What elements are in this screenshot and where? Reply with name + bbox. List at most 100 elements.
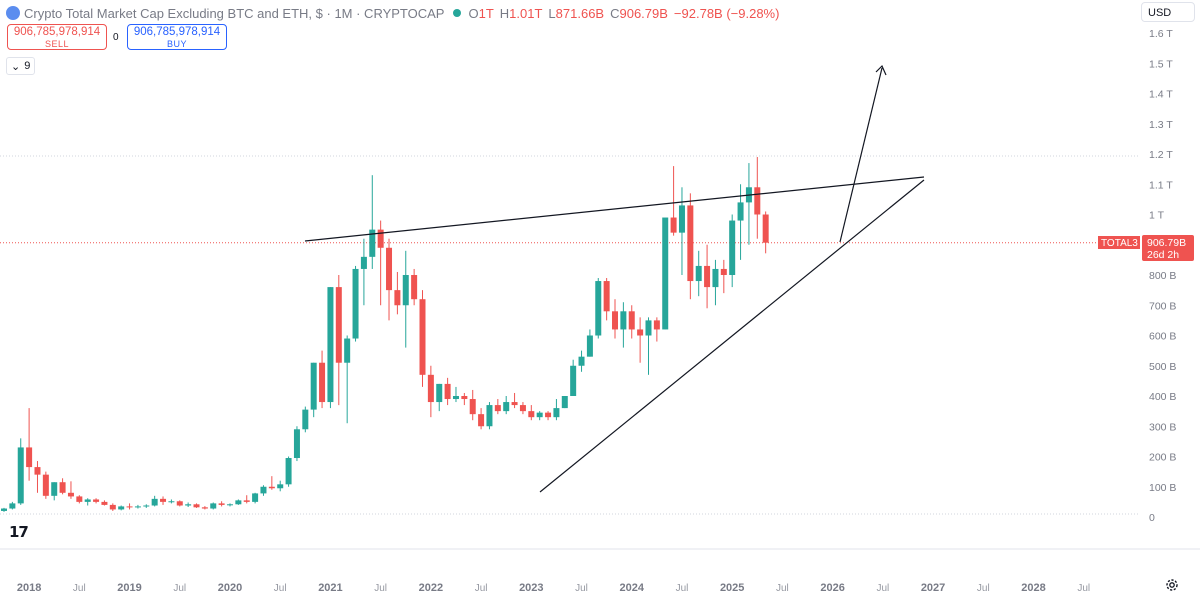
ohlc-values: O 1T H 1.01T L 871.66B C 906.79B −92.78B (−9… bbox=[468, 6, 779, 21]
candle-body bbox=[712, 268, 719, 288]
time-tick-label: 2018 bbox=[17, 582, 41, 594]
time-tick-label: 2028 bbox=[1021, 582, 1045, 594]
candle-body bbox=[17, 447, 24, 504]
candle-body bbox=[210, 503, 217, 509]
high-value: 1.01T bbox=[509, 5, 543, 21]
candle-body bbox=[118, 506, 125, 510]
low-label: L bbox=[548, 5, 556, 21]
candle-body bbox=[109, 504, 116, 510]
price-tick-label: 600 B bbox=[1149, 331, 1176, 343]
chart-legend: Crypto Total Market Cap Excluding BTC an… bbox=[6, 4, 779, 22]
drawing-layer[interactable] bbox=[304, 64, 925, 493]
candle-body bbox=[67, 492, 74, 497]
candle-body bbox=[151, 498, 158, 506]
candle-body bbox=[302, 409, 309, 430]
gear-icon[interactable] bbox=[1164, 577, 1180, 593]
symbol-tag-bg bbox=[1098, 236, 1140, 249]
candle-body bbox=[201, 507, 208, 509]
sell-price: 906,785,978,914 bbox=[13, 26, 101, 38]
price-tick-label: 1.5 T bbox=[1149, 58, 1173, 70]
candle-body bbox=[737, 202, 744, 221]
candle-body bbox=[603, 281, 610, 312]
candle-body bbox=[134, 506, 141, 508]
resistance-trendline[interactable] bbox=[304, 176, 925, 242]
symbol-title[interactable]: Crypto Total Market Cap Excluding BTC an… bbox=[24, 5, 445, 21]
candle-body bbox=[511, 402, 518, 406]
time-tick-label: Jul bbox=[274, 583, 287, 594]
close-value: 906.79B bbox=[619, 5, 668, 21]
candle-body bbox=[427, 374, 434, 403]
time-tick-label: 2027 bbox=[921, 582, 945, 594]
candle-body bbox=[335, 287, 342, 363]
candle-body bbox=[9, 503, 16, 509]
change-value: −92.78B (−9.28%) bbox=[673, 5, 780, 21]
candle-body bbox=[76, 496, 83, 502]
candle-body bbox=[553, 408, 560, 418]
candle-body bbox=[653, 320, 660, 330]
candle-body bbox=[469, 399, 476, 415]
candle-body bbox=[243, 500, 250, 502]
candle-body bbox=[578, 356, 585, 366]
candle-body bbox=[235, 500, 242, 505]
low-value: 871.66B bbox=[555, 5, 605, 21]
candle-body bbox=[478, 414, 485, 427]
candle-body bbox=[586, 335, 593, 357]
price-tick-label: 800 B bbox=[1149, 270, 1176, 282]
time-tick-label: Jul bbox=[173, 583, 186, 594]
support-trendline[interactable] bbox=[539, 179, 925, 493]
sell-button[interactable]: 906,785,978,914 SELL bbox=[7, 24, 107, 50]
time-tick-label: 2021 bbox=[318, 582, 342, 594]
candle-body bbox=[503, 402, 510, 412]
candle-body bbox=[678, 205, 685, 233]
candle-body bbox=[93, 499, 100, 502]
time-tick-label: 2024 bbox=[620, 582, 645, 594]
candle-body bbox=[444, 383, 451, 400]
price-tick-label: 1 T bbox=[1149, 210, 1165, 222]
projection-arrow[interactable] bbox=[839, 67, 883, 243]
candle-body bbox=[419, 299, 426, 375]
candle-body bbox=[695, 265, 702, 282]
candle-body bbox=[1, 508, 7, 511]
high-label: H bbox=[499, 5, 510, 21]
candle-body bbox=[461, 396, 468, 400]
market-status-icon bbox=[453, 9, 462, 17]
candle-body bbox=[277, 484, 284, 489]
candle-body bbox=[185, 504, 192, 506]
time-tick-label: Jul bbox=[977, 583, 990, 594]
buy-label: BUY bbox=[166, 39, 187, 49]
indicator-count: 9 bbox=[24, 60, 31, 72]
price-tick-label: 1.2 T bbox=[1149, 149, 1173, 161]
candle-body bbox=[293, 429, 300, 459]
candle-body bbox=[369, 229, 376, 257]
price-tag-value: 906.79B bbox=[1147, 237, 1186, 249]
candle-body bbox=[545, 412, 552, 418]
time-tick-label: 2022 bbox=[419, 582, 443, 594]
price-axis[interactable]: 0 100 B 200 B 300 B 400 B 500 B 600 B 700 B 800 … bbox=[1149, 28, 1176, 524]
price-tick-label: 200 B bbox=[1149, 452, 1176, 464]
indicators-toggle-button[interactable]: ⌄ 9 bbox=[6, 57, 36, 75]
candle-body bbox=[42, 474, 49, 496]
candle-body bbox=[729, 220, 736, 275]
buy-button[interactable]: 906,785,978,914 BUY bbox=[127, 24, 227, 50]
sell-label: SELL bbox=[44, 39, 70, 49]
candle-body bbox=[344, 338, 351, 363]
candle-body bbox=[570, 365, 577, 396]
currency-button[interactable]: USD bbox=[1141, 2, 1195, 22]
price-tick-label: 700 B bbox=[1149, 300, 1176, 312]
candle-body bbox=[268, 486, 275, 489]
time-axis[interactable]: 2018 Jul 2019 Jul 2020 Jul 2021 Jul 2022 Jul 2023 J… bbox=[17, 582, 1090, 594]
candle-body bbox=[536, 412, 543, 418]
candle-body bbox=[452, 396, 459, 400]
tradingview-logo-icon[interactable]: 17 bbox=[9, 523, 29, 541]
candle-body bbox=[26, 447, 33, 468]
time-tick-label: 2025 bbox=[720, 582, 744, 594]
candle-body bbox=[51, 482, 58, 496]
candle-body bbox=[436, 383, 443, 403]
candle-body bbox=[637, 329, 644, 336]
symbol-tag-text: TOTAL3 bbox=[1101, 238, 1138, 249]
candle-body bbox=[252, 493, 259, 502]
candlestick-series bbox=[1, 157, 769, 512]
candle-body bbox=[193, 504, 200, 508]
candle-body bbox=[160, 498, 167, 502]
